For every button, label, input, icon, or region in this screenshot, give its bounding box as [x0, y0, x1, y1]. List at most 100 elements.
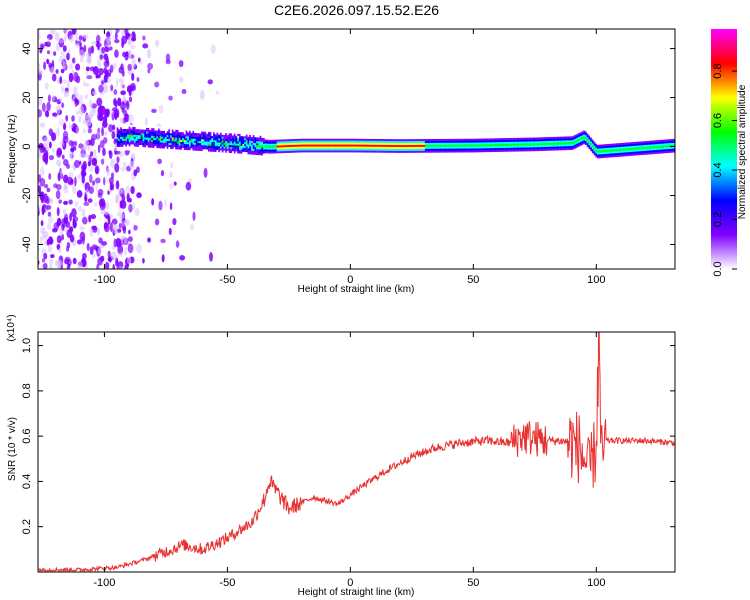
spectrogram-cell [498, 137, 501, 141]
spectrogram-cell [171, 139, 174, 142]
spectrogram-cell [311, 150, 314, 153]
spectrogram-cell [127, 148, 129, 151]
spectrogram-cell [192, 138, 195, 141]
spectrogram-cell [149, 133, 152, 136]
spectrogram-cell [220, 148, 222, 151]
spectrogram-cell [139, 146, 141, 149]
spectrogram-cell [412, 152, 415, 155]
spectrogram-cell [323, 142, 326, 145]
spectrogram-cell [304, 136, 307, 139]
spectrogram-cell [232, 141, 234, 144]
spectrogram-cell [417, 138, 420, 142]
spectrogram-cell [552, 134, 555, 137]
spectrogram-cell [507, 147, 510, 150]
spectrogram-cell [519, 143, 522, 146]
spectrogram-cell [104, 46, 110, 53]
spectrogram-cell [245, 155, 248, 159]
spectrogram-cell [479, 142, 482, 145]
spectrogram-cell [48, 62, 53, 69]
spectrogram-cell [617, 150, 620, 153]
spectrogram-cell [130, 148, 133, 151]
spectrogram-cell [584, 129, 587, 132]
spectrogram-cell [131, 36, 137, 42]
spectrogram-cell [473, 152, 475, 155]
spectrogram-cell [548, 134, 551, 138]
spectrogram-cell [543, 148, 546, 151]
spectrogram-cell [218, 142, 221, 145]
spectrogram-cell [541, 144, 544, 148]
spectrogram-cell [259, 145, 262, 148]
spectrogram-cell [245, 140, 248, 143]
spectrogram-cell [158, 136, 160, 139]
spectrogram-cell [161, 146, 164, 149]
spectrogram-cell [347, 146, 350, 149]
spectrogram-cell [97, 227, 101, 236]
spectrogram-cell [247, 146, 250, 149]
spectrogram-cell [553, 144, 556, 147]
spectrogram-cell [151, 125, 154, 129]
spectrogram-cell [373, 146, 376, 149]
spectrogram-cell [247, 144, 250, 147]
spectrogram-cell [615, 141, 618, 144]
spectrogram-cell [273, 147, 276, 150]
spectrogram-cell [622, 148, 625, 151]
spectrogram-cell [152, 149, 155, 152]
spectrogram-cell [555, 134, 558, 137]
spectrogram-cell [218, 130, 221, 133]
chart-title: C2E6.2026.097.15.52.E26 [273, 2, 440, 18]
spectrogram-cell [281, 145, 284, 148]
spectrogram-cell [330, 138, 333, 141]
spectrogram-cell [155, 39, 160, 48]
spectrogram-cell [201, 143, 203, 146]
spectrogram-cell [207, 143, 210, 146]
spectrogram-cell [576, 147, 579, 150]
spectrogram-x-tick-label: -100 [93, 274, 115, 286]
spectrogram-cell [171, 133, 174, 136]
spectrogram-cell [226, 140, 229, 144]
spectrogram-cell [467, 152, 470, 155]
spectrogram-cell [235, 137, 238, 140]
spectrogram-cell [242, 139, 245, 143]
spectrogram-cell [195, 152, 198, 155]
spectrogram-cell [371, 138, 374, 141]
spectrogram-cell [574, 146, 577, 149]
spectrogram-cell [230, 142, 233, 146]
spectrogram-cell [467, 136, 470, 139]
spectrogram-cell [48, 258, 54, 266]
spectrogram-cell [237, 151, 240, 154]
spectrogram-cell [300, 148, 303, 151]
spectrogram-cell [347, 150, 350, 153]
spectrogram-cell [276, 143, 279, 146]
spectrogram-cell [116, 144, 119, 148]
spectrogram-cell [471, 136, 474, 139]
spectrogram-cell [249, 136, 252, 139]
spectrogram-cell [524, 141, 527, 144]
spectrogram-cell [230, 154, 233, 157]
spectrogram-cell [569, 141, 572, 145]
spectrogram-cell [91, 133, 97, 141]
spectrogram-cell [140, 129, 143, 132]
spectrogram-cell [185, 130, 188, 133]
spectrogram-cell [144, 117, 148, 128]
spectrogram-cell [356, 148, 358, 151]
spectrogram-cell [232, 135, 234, 138]
spectrogram-cell [207, 141, 210, 144]
spectrogram-cell [309, 136, 312, 139]
spectrogram-cell [130, 140, 133, 143]
spectrogram-cell [352, 148, 355, 151]
spectrogram-cell [294, 140, 296, 143]
spectrogram-cell [164, 150, 167, 153]
spectrogram-cell [419, 152, 422, 155]
spectrogram-cell [170, 131, 172, 134]
spectrogram-cell [452, 138, 455, 141]
spectrogram-cell [151, 149, 154, 152]
spectrogram-cell [550, 150, 553, 153]
spectrogram-cell [252, 154, 255, 157]
spectrogram-cell [123, 142, 126, 145]
spectrogram-cell [181, 88, 187, 95]
spectrogram-cell [158, 134, 160, 137]
spectrogram-cell [297, 142, 300, 145]
spectrogram-y-tick-label: 0 [21, 143, 33, 149]
spectrogram-cell [507, 149, 510, 152]
spectrogram-cell [294, 148, 296, 151]
